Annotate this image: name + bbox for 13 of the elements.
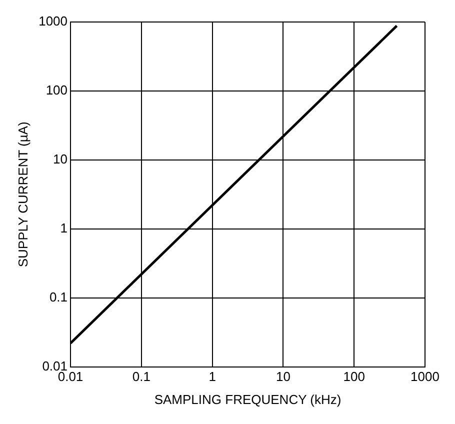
y-tick-label: 1000: [38, 14, 68, 29]
y-tick-label: 100: [46, 82, 68, 98]
y-tick-label: 1: [60, 220, 68, 236]
y-tick-label: 0.01: [42, 358, 68, 374]
y-tick-label: 0.1: [49, 289, 68, 304]
x-tick-label: 1000: [410, 369, 440, 384]
x-tick-label: 0.1: [132, 369, 150, 384]
x-tick-label: 1: [208, 369, 216, 384]
y-axis-title: SUPPLY CURRENT (µA): [15, 122, 30, 268]
y-tick-label: 10: [53, 152, 68, 166]
x-tick-label: 100: [343, 369, 365, 384]
x-tick-label: 10: [276, 369, 290, 384]
x-axis-title: SAMPLING FREQUENCY (kHz): [154, 392, 342, 407]
